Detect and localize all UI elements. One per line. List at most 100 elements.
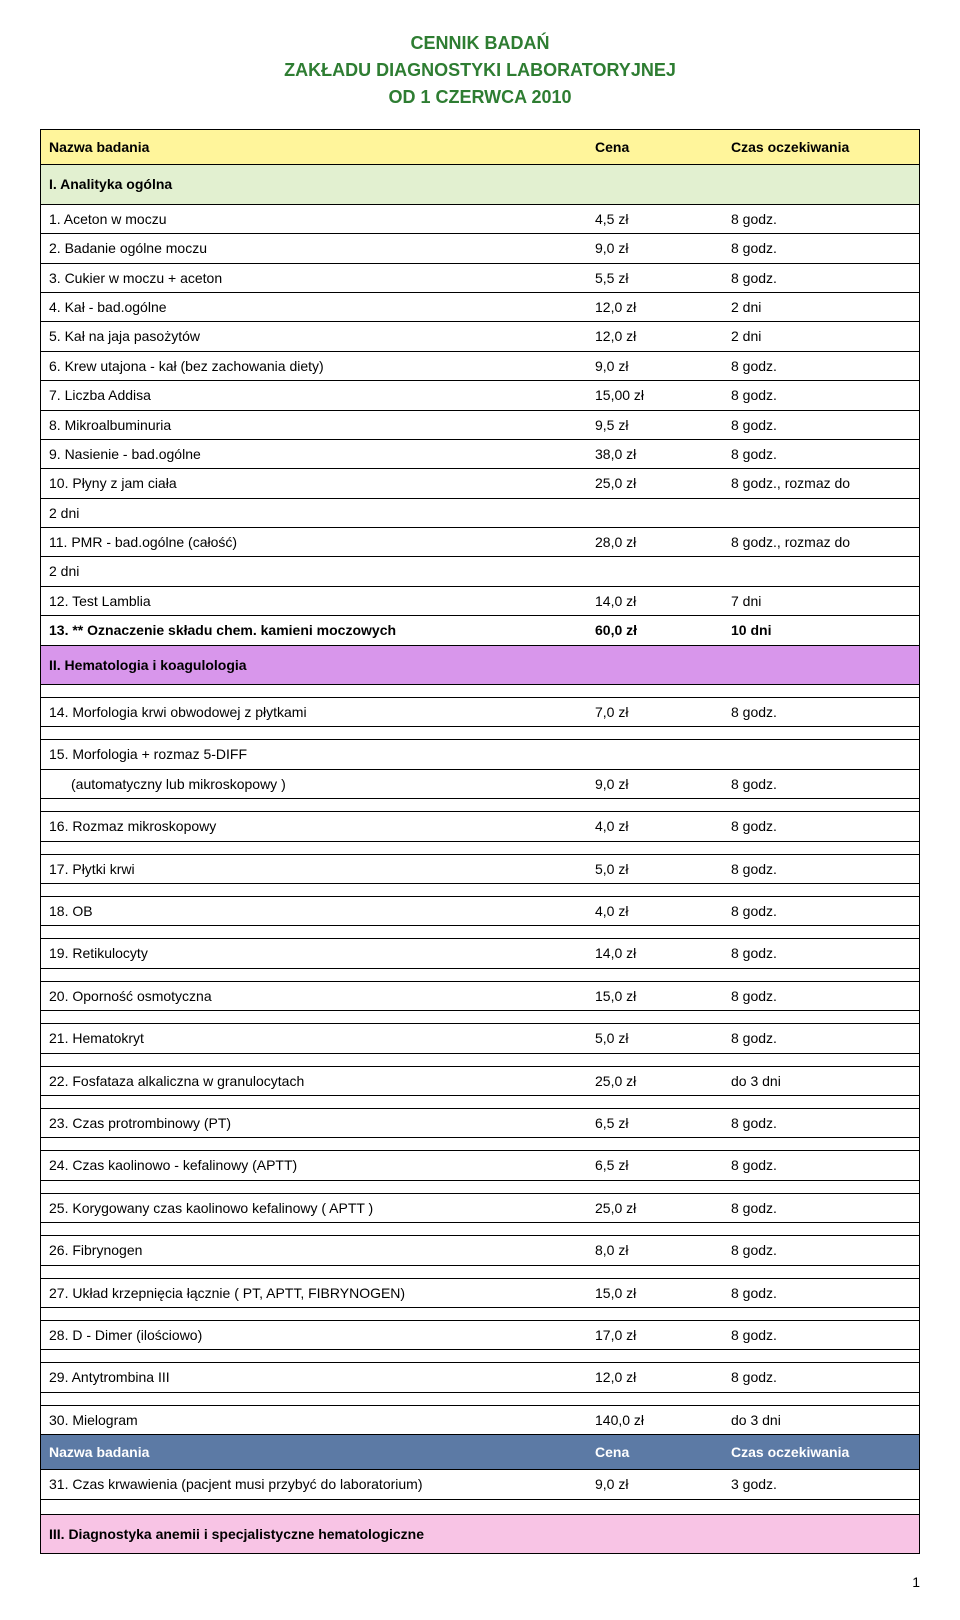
row-name: 10. Płyny z jam ciała xyxy=(41,469,588,498)
price-table: Nazwa badania Cena Czas oczekiwania I. A… xyxy=(40,129,920,1554)
row-name: 5. Kał na jaja pasożytów xyxy=(41,322,588,351)
row-time: 8 godz. xyxy=(723,381,920,410)
row-time: 8 godz. xyxy=(723,854,920,883)
row-price: 12,0 zł xyxy=(587,1363,723,1392)
row-name: 19. Retikulocyty xyxy=(41,939,588,968)
header-time: Czas oczekiwania xyxy=(723,130,920,165)
row-time: 8 godz. xyxy=(723,351,920,380)
row-time: 8 godz. xyxy=(723,439,920,468)
header-price: Cena xyxy=(587,130,723,165)
table-row: 28. D - Dimer (ilościowo)17,0 zł8 godz. xyxy=(41,1320,920,1349)
row-price: 9,0 zł xyxy=(587,234,723,263)
row-price: 5,5 zł xyxy=(587,263,723,292)
table-row: 22. Fosfataza alkaliczna w granulocytach… xyxy=(41,1066,920,1095)
row-name: 25. Korygowany czas kaolinowo kefalinowy… xyxy=(41,1193,588,1222)
row-price: 5,0 zł xyxy=(587,854,723,883)
row-time: 2 dni xyxy=(723,292,920,321)
section-1-title: I. Analityka ogólna xyxy=(41,165,920,204)
table-row: 3. Cukier w moczu + aceton5,5 zł8 godz. xyxy=(41,263,920,292)
table-row: 1. Aceton w moczu4,5 zł8 godz. xyxy=(41,204,920,233)
table-row: 10. Płyny z jam ciała25,0 zł8 godz., roz… xyxy=(41,469,920,498)
document-title: CENNIK BADAŃ ZAKŁADU DIAGNOSTYKI LABORAT… xyxy=(40,30,920,111)
row-time: 8 godz. xyxy=(723,1108,920,1137)
row-time: 8 godz. xyxy=(723,1278,920,1307)
row-price: 14,0 zł xyxy=(587,939,723,968)
row-price: 60,0 zł xyxy=(587,616,723,645)
row-extra: 2 dni xyxy=(41,557,588,586)
row-name: 11. PMR - bad.ogólne (całość) xyxy=(41,528,588,557)
row-time: 8 godz., rozmaz do xyxy=(723,528,920,557)
row-price: 9,5 zł xyxy=(587,410,723,439)
row-price: 5,0 zł xyxy=(587,1024,723,1053)
row-name: 15. Morfologia + rozmaz 5-DIFF xyxy=(41,740,588,769)
row-time: 8 godz. xyxy=(723,204,920,233)
table-row: 31. Czas krwawienia (pacjent musi przyby… xyxy=(41,1470,920,1499)
row-price: 15,00 zł xyxy=(587,381,723,410)
row-price: 25,0 zł xyxy=(587,469,723,498)
row-name: 9. Nasienie - bad.ogólne xyxy=(41,439,588,468)
table-row: 15. Morfologia + rozmaz 5-DIFF xyxy=(41,740,920,769)
row-time: do 3 dni xyxy=(723,1066,920,1095)
row-price: 25,0 zł xyxy=(587,1066,723,1095)
table-row: 16. Rozmaz mikroskopowy4,0 zł8 godz. xyxy=(41,812,920,841)
table-row-continuation: 2 dni xyxy=(41,498,920,527)
row-price: 17,0 zł xyxy=(587,1320,723,1349)
row-price: 9,0 zł xyxy=(587,351,723,380)
title-line-1: CENNIK BADAŃ xyxy=(40,30,920,57)
row-time: 7 dni xyxy=(723,586,920,615)
row-31-price: 9,0 zł xyxy=(587,1470,723,1499)
title-line-2: ZAKŁADU DIAGNOSTYKI LABORATORYJNEJ xyxy=(40,57,920,84)
inner-table-header: Nazwa badania Cena Czas oczekiwania xyxy=(41,1435,920,1470)
row-name: 3. Cukier w moczu + aceton xyxy=(41,263,588,292)
row-sub: (automatyczny lub mikroskopowy ) xyxy=(41,769,588,798)
row-price: 6,5 zł xyxy=(587,1108,723,1137)
row-time: 8 godz. xyxy=(723,939,920,968)
row-name: 20. Oporność osmotyczna xyxy=(41,981,588,1010)
table-row: 8. Mikroalbuminuria9,5 zł8 godz. xyxy=(41,410,920,439)
row-name: 28. D - Dimer (ilościowo) xyxy=(41,1320,588,1349)
table-row: 14. Morfologia krwi obwodowej z płytkami… xyxy=(41,698,920,727)
table-row-sub: (automatyczny lub mikroskopowy )9,0 zł8 … xyxy=(41,769,920,798)
table-row: 2. Badanie ogólne moczu9,0 zł8 godz. xyxy=(41,234,920,263)
row-price: 9,0 zł xyxy=(587,769,723,798)
table-row: 24. Czas kaolinowo - kefalinowy (APTT)6,… xyxy=(41,1151,920,1180)
table-row: 12. Test Lamblia14,0 zł7 dni xyxy=(41,586,920,615)
row-time: 8 godz. xyxy=(723,698,920,727)
row-name: 21. Hematokryt xyxy=(41,1024,588,1053)
table-header: Nazwa badania Cena Czas oczekiwania xyxy=(41,130,920,165)
table-row: 11. PMR - bad.ogólne (całość)28,0 zł8 go… xyxy=(41,528,920,557)
row-time: 8 godz. xyxy=(723,981,920,1010)
row-name: 23. Czas protrombinowy (PT) xyxy=(41,1108,588,1137)
section-3-title: III. Diagnostyka anemii i specjalistyczn… xyxy=(41,1514,920,1553)
row-time: 8 godz. xyxy=(723,896,920,925)
row-name: 29. Antytrombina III xyxy=(41,1363,588,1392)
table-row: 4. Kał - bad.ogólne12,0 zł2 dni xyxy=(41,292,920,321)
page-number: 1 xyxy=(40,1574,920,1590)
row-time: 8 godz. xyxy=(723,1363,920,1392)
table-row: 26. Fibrynogen8,0 zł8 godz. xyxy=(41,1236,920,1265)
inner-header-name: Nazwa badania xyxy=(41,1435,588,1470)
row-price: 28,0 zł xyxy=(587,528,723,557)
title-line-3: OD 1 CZERWCA 2010 xyxy=(40,84,920,111)
row-name: 13. ** Oznaczenie składu chem. kamieni m… xyxy=(41,616,588,645)
table-row: 19. Retikulocyty14,0 zł8 godz. xyxy=(41,939,920,968)
table-row: 25. Korygowany czas kaolinowo kefalinowy… xyxy=(41,1193,920,1222)
table-row: 21. Hematokryt5,0 zł8 godz. xyxy=(41,1024,920,1053)
row-price: 25,0 zł xyxy=(587,1193,723,1222)
row-name: 24. Czas kaolinowo - kefalinowy (APTT) xyxy=(41,1151,588,1180)
row-extra: 2 dni xyxy=(41,498,588,527)
row-name: 2. Badanie ogólne moczu xyxy=(41,234,588,263)
row-time: 8 godz., rozmaz do xyxy=(723,469,920,498)
row-price: 4,0 zł xyxy=(587,812,723,841)
row-name: 6. Krew utajona - kał (bez zachowania di… xyxy=(41,351,588,380)
row-time: 8 godz. xyxy=(723,263,920,292)
table-row: 6. Krew utajona - kał (bez zachowania di… xyxy=(41,351,920,380)
row-price: 15,0 zł xyxy=(587,981,723,1010)
table-row: 5. Kał na jaja pasożytów12,0 zł2 dni xyxy=(41,322,920,351)
row-time: 8 godz. xyxy=(723,1024,920,1053)
row-time: 10 dni xyxy=(723,616,920,645)
section-2-title: II. Hematologia i koagulologia xyxy=(41,645,920,684)
table-row: 27. Układ krzepnięcia łącznie ( PT, APTT… xyxy=(41,1278,920,1307)
row-name: 14. Morfologia krwi obwodowej z płytkami xyxy=(41,698,588,727)
row-price: 38,0 zł xyxy=(587,439,723,468)
